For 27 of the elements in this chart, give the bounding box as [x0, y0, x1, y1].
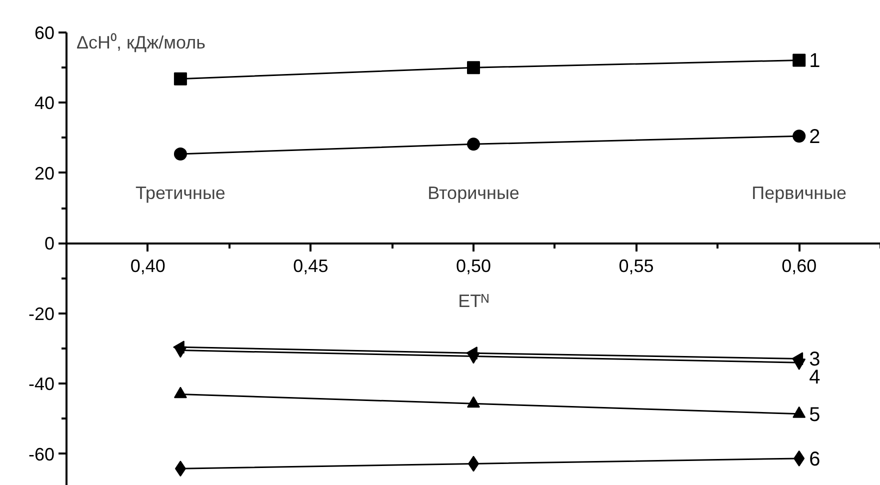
y-tick-label: 20 — [34, 163, 55, 184]
y-tick-label: -60 — [28, 444, 54, 464]
x-tick-label: 0,50 — [456, 256, 492, 276]
y-tick-label: -40 — [28, 374, 54, 394]
annotation: Вторичные — [428, 183, 520, 204]
y-axis-title: ΔcH⁰, кДж/моль — [76, 32, 206, 52]
y-tick-label: 0 — [44, 234, 55, 254]
point — [174, 72, 187, 86]
point — [792, 54, 806, 67]
x-axis-title: ETᴺ — [458, 291, 490, 312]
y-tick-label: 60 — [34, 23, 55, 43]
point — [792, 130, 806, 143]
x-tick-label: 0,55 — [618, 256, 654, 276]
x-tick-label: 0,60 — [782, 256, 817, 276]
point — [467, 138, 480, 151]
x-tick-label: 0,45 — [293, 256, 328, 276]
point — [174, 148, 187, 160]
annotation: Третичные — [135, 183, 226, 204]
series-label: 6 — [809, 448, 820, 470]
y-tick-label: -20 — [28, 304, 54, 324]
y-tick-label: 40 — [34, 93, 55, 114]
series-label: 1 — [809, 50, 820, 72]
x-tick-label: 0,40 — [130, 256, 166, 276]
annotation: Первичные — [752, 183, 847, 204]
series-label: 2 — [809, 126, 820, 148]
series-label: 5 — [809, 404, 820, 426]
point — [467, 61, 480, 74]
